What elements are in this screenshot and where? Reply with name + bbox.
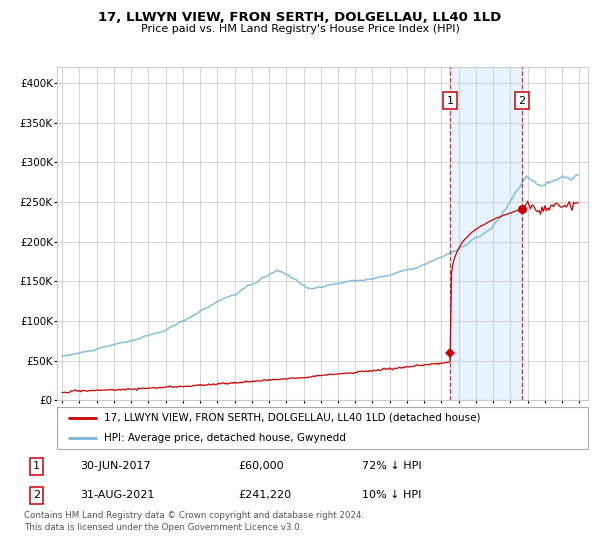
- Text: 2: 2: [33, 491, 40, 500]
- Text: 1: 1: [33, 461, 40, 471]
- Text: 72% ↓ HPI: 72% ↓ HPI: [362, 461, 422, 471]
- Text: 17, LLWYN VIEW, FRON SERTH, DOLGELLAU, LL40 1LD: 17, LLWYN VIEW, FRON SERTH, DOLGELLAU, L…: [98, 11, 502, 24]
- Bar: [522, 67, 600, 400]
- Text: 17, LLWYN VIEW, FRON SERTH, DOLGELLAU, LL40 1LD (detached house): 17, LLWYN VIEW, FRON SERTH, DOLGELLAU, L…: [104, 413, 480, 423]
- Text: £60,000: £60,000: [238, 461, 284, 471]
- Text: 2: 2: [518, 96, 526, 105]
- Text: HPI: Average price, detached house, Gwynedd: HPI: Average price, detached house, Gwyn…: [104, 433, 346, 443]
- Text: £241,220: £241,220: [238, 491, 292, 500]
- Text: 10% ↓ HPI: 10% ↓ HPI: [362, 491, 422, 500]
- FancyBboxPatch shape: [57, 407, 588, 449]
- Text: 31-AUG-2021: 31-AUG-2021: [80, 491, 155, 500]
- Text: Price paid vs. HM Land Registry's House Price Index (HPI): Price paid vs. HM Land Registry's House …: [140, 24, 460, 34]
- Bar: [450, 67, 522, 400]
- Text: Contains HM Land Registry data © Crown copyright and database right 2024.
This d: Contains HM Land Registry data © Crown c…: [24, 511, 364, 531]
- Text: 1: 1: [446, 96, 454, 105]
- Text: 30-JUN-2017: 30-JUN-2017: [80, 461, 151, 471]
